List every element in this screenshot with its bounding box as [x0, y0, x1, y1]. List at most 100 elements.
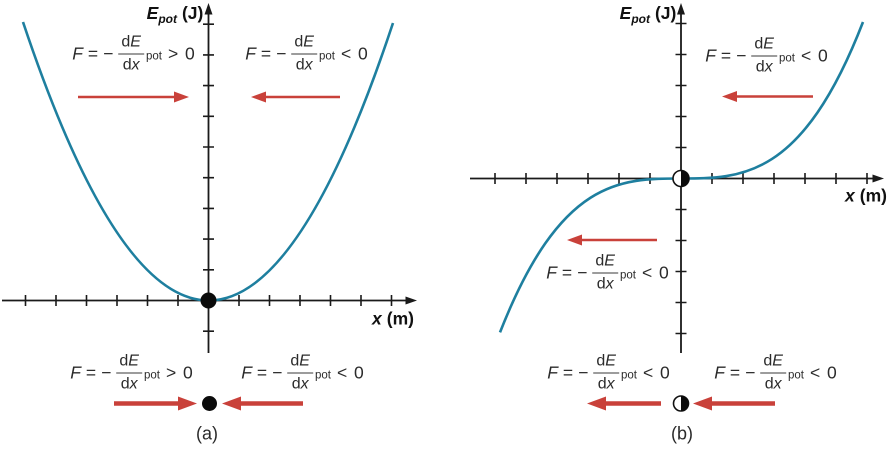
differential-d: d: [291, 375, 301, 393]
panel-a-x-ticks: [24, 295, 393, 306]
equals-sign: =: [87, 43, 99, 64]
comparison: < 0: [809, 362, 838, 383]
force-symbol: F: [241, 362, 252, 383]
panel-a-force-arrow-left: [251, 91, 340, 103]
differential-d: d: [122, 56, 132, 74]
derivative-fraction: dE dx: [118, 34, 144, 74]
equals-sign: =: [260, 43, 272, 64]
force-symbol: F: [70, 362, 81, 383]
panel-a-caption: (a): [196, 423, 218, 444]
pot-subscript: pot: [318, 50, 335, 63]
derivative-fraction: dE dx: [760, 352, 786, 393]
comparison: < 0: [336, 362, 365, 383]
panel-a-bottom-arrow-right: [114, 396, 197, 411]
position-symbol: x: [845, 185, 855, 206]
position-var: x: [129, 375, 138, 393]
energy-symbol: E: [619, 3, 632, 23]
position-var: x: [605, 275, 614, 293]
panel-b-bottom-arrow-left-inner: [693, 396, 775, 411]
panel-a-x-axis-arrowhead: [405, 296, 417, 305]
equals-sign: =: [85, 362, 97, 383]
minus-sign: −: [276, 43, 287, 64]
differential-d: d: [596, 275, 606, 293]
pot-subscript: pot: [778, 52, 795, 65]
derivative-fraction: dE dx: [291, 33, 317, 74]
differential-d: d: [120, 375, 130, 393]
formula-a-top-left: F = − dE dx pot > 0: [72, 34, 196, 74]
panel-b-caption: (b): [671, 423, 693, 444]
minus-sign: −: [577, 262, 588, 283]
pot-subscript: pot: [143, 369, 160, 382]
panel-a-bottom-arrow-left: [222, 396, 303, 411]
differential-d: d: [597, 375, 607, 393]
panel-a-y-ticks: [203, 23, 214, 332]
force-symbol: F: [72, 43, 83, 64]
pot-subscript: pot: [619, 269, 636, 282]
formula-a-top-right: F = − dE dx pot < 0: [245, 33, 369, 74]
formula-a-bottom-right: F = − dE dx pot < 0: [241, 352, 365, 393]
energy-var: E: [604, 252, 615, 270]
energy-var: E: [128, 352, 139, 370]
pot-subscript: pot: [620, 369, 637, 382]
comparison: < 0: [340, 43, 369, 64]
panel-b-bottom-arrow-left-outer: [587, 396, 661, 411]
derivative-fraction: dE dx: [287, 352, 313, 393]
differential-d: d: [755, 58, 765, 76]
panel-a-bottom-equilibrium-dot: [202, 396, 217, 411]
differential-d: d: [290, 352, 300, 370]
energy-subscript: pot: [158, 12, 177, 26]
comparison: < 0: [642, 362, 671, 383]
equals-sign: =: [562, 362, 574, 383]
panel-b-x-axis-arrowhead: [872, 174, 884, 183]
equals-sign: =: [729, 362, 741, 383]
panel-b-force-arrow-top-left: [722, 91, 813, 102]
panel-b-x-axis-label: x (m): [845, 187, 887, 205]
comparison: > 0: [165, 362, 194, 383]
energy-var: E: [763, 35, 774, 53]
position-symbol: x: [372, 308, 382, 329]
panel-a-stable-equilibrium-dot: [200, 292, 217, 309]
derivative-fraction: dE dx: [751, 35, 777, 76]
formula-b-bottom-left: F = − dE dx pot < 0: [547, 352, 671, 393]
panel-a-y-axis-label: Epot (J): [146, 3, 204, 26]
differential-d: d: [119, 352, 129, 370]
energy-var: E: [772, 352, 783, 370]
panel-b-y-axis-label: Epot (J): [619, 3, 677, 26]
comparison: < 0: [800, 45, 829, 66]
derivative-fraction: dE dx: [593, 352, 619, 393]
energy-var: E: [605, 352, 616, 370]
panel-a-y-axis-arrowhead: [204, 3, 213, 15]
force-symbol: F: [547, 362, 558, 383]
derivative-fraction: dE dx: [592, 252, 618, 293]
position-var: x: [304, 56, 313, 74]
differential-d: d: [295, 56, 305, 74]
formula-b-top-right: F = − dE dx pot < 0: [705, 35, 829, 76]
pot-subscript: pot: [145, 50, 162, 63]
differential-d: d: [763, 352, 773, 370]
panel-b-equilibrium-half-dot: [672, 169, 690, 188]
minus-sign: −: [272, 362, 283, 383]
equals-sign: =: [720, 45, 732, 66]
differential-d: d: [596, 352, 606, 370]
energy-symbol: E: [146, 3, 159, 23]
position-var: x: [606, 375, 615, 393]
position-var: x: [300, 375, 309, 393]
minus-sign: −: [736, 45, 747, 66]
comparison: > 0: [167, 43, 196, 64]
comparison: < 0: [641, 262, 670, 283]
position-var: x: [764, 58, 773, 76]
minus-sign: −: [745, 362, 756, 383]
energy-subscript: pot: [631, 12, 650, 26]
energy-var: E: [303, 33, 314, 51]
differential-d: d: [294, 33, 304, 51]
position-var: x: [773, 375, 782, 393]
panel-b-y-axis-arrowhead: [677, 3, 685, 15]
differential-d: d: [595, 252, 605, 270]
energy-var: E: [299, 352, 310, 370]
equals-sign: =: [561, 262, 573, 283]
differential-d: d: [754, 35, 764, 53]
panel-b-bottom-half-dot: [672, 395, 690, 412]
position-unit: (m): [859, 185, 887, 206]
